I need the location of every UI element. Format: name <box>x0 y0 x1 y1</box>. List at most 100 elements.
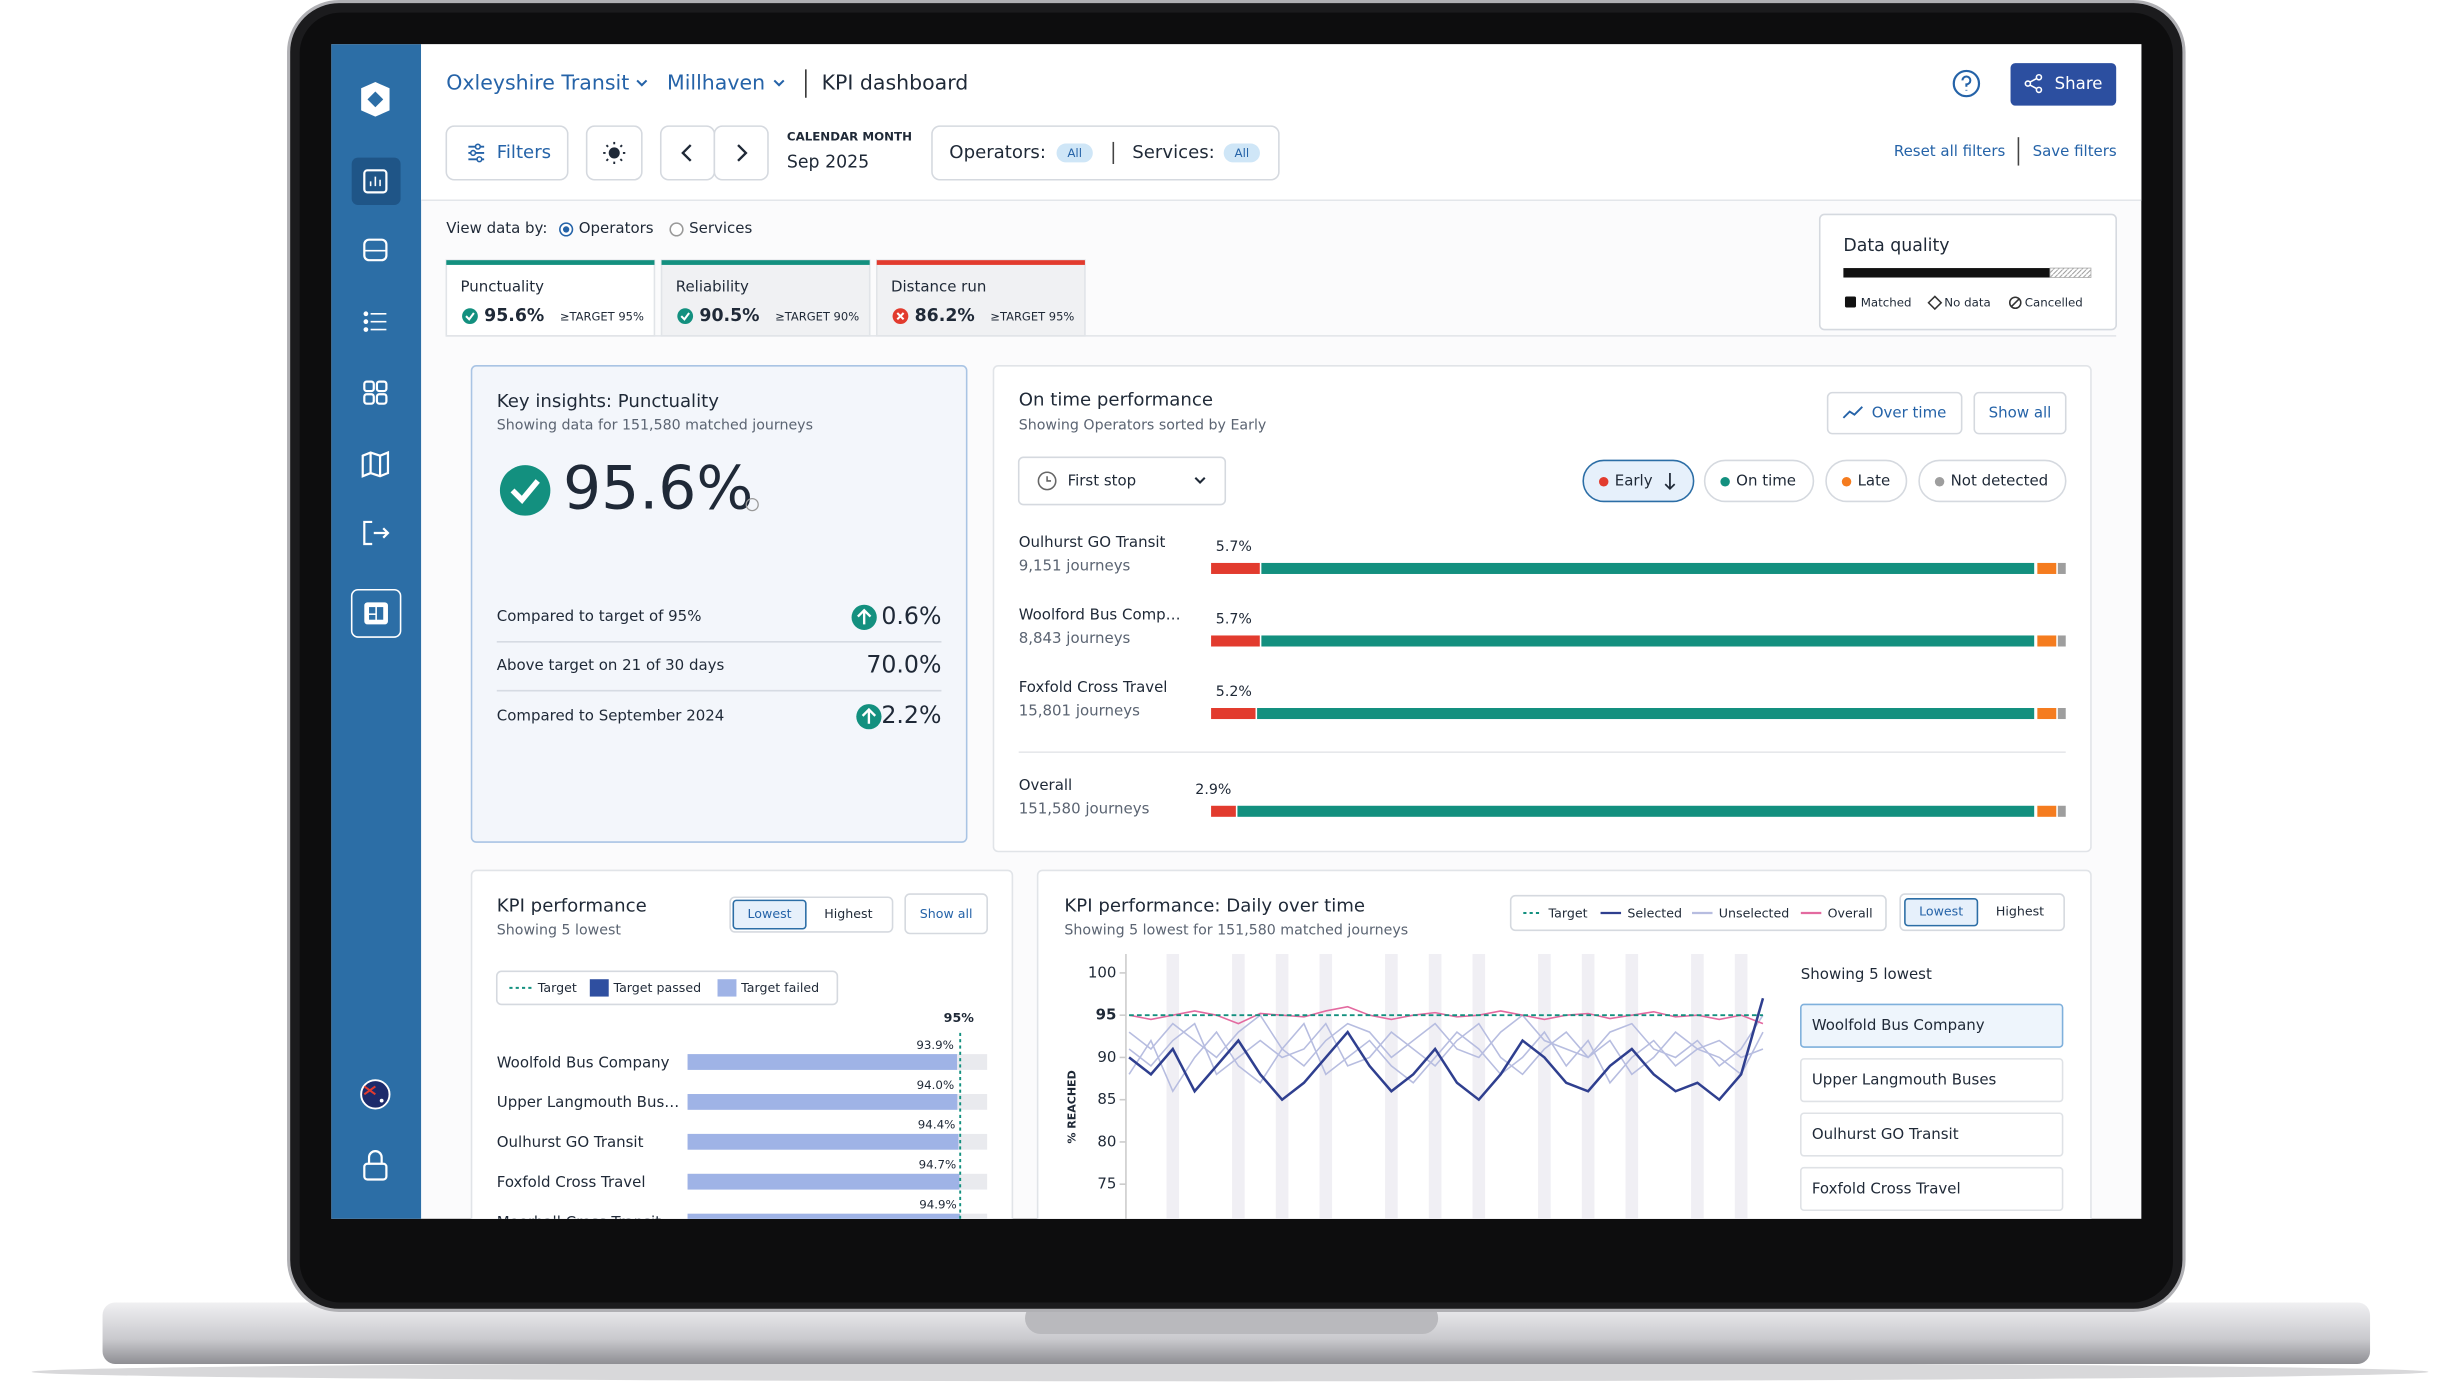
toggle-label[interactable]: Highest <box>1996 904 2044 919</box>
card-title: KPI performance: Daily over time <box>1064 896 1365 917</box>
list-item[interactable] <box>1800 1166 2064 1212</box>
chip-label[interactable]: Not detected <box>1951 471 2049 489</box>
icon-shape <box>363 393 375 405</box>
share-label[interactable]: Share <box>2055 74 2103 93</box>
filter-label: Services: <box>1132 142 1215 163</box>
share-button[interactable] <box>2010 63 2117 106</box>
filters-label[interactable]: Filters <box>497 142 551 163</box>
bar-failed <box>687 1213 960 1219</box>
sun-ray <box>605 144 609 148</box>
filter-chip[interactable] <box>1703 459 1815 503</box>
filter-chip[interactable] <box>1582 459 1695 503</box>
target-label: 95% <box>944 1010 975 1025</box>
help-button[interactable] <box>1952 69 1981 98</box>
share-icon <box>2035 73 2043 81</box>
trend-arrow <box>857 608 872 625</box>
tab-label: Reliability <box>676 277 749 295</box>
status-icon <box>462 308 478 325</box>
nav-icon[interactable] <box>363 169 388 194</box>
sidebar <box>331 44 422 1219</box>
toggle-label[interactable]: Lowest <box>748 906 792 921</box>
bar-on-time <box>1237 805 2035 817</box>
radio-dot <box>562 226 570 233</box>
operators-filter[interactable] <box>931 125 1280 181</box>
chip-label[interactable]: Late <box>1858 471 1891 489</box>
period-value: Sep 2025 <box>787 152 869 172</box>
button-label[interactable]: Show all <box>920 906 973 921</box>
operator-name: Woolford Bus Comp… <box>1019 605 1181 623</box>
nav-icon[interactable] <box>363 238 388 262</box>
kpi-tab[interactable]: Distance run 86.2% ≥TARGET 95% <box>875 259 1086 337</box>
early-label: 5.7% <box>1216 612 1252 628</box>
nav-boxed[interactable] <box>350 588 402 638</box>
save-link[interactable]: Save filters <box>2033 142 2117 160</box>
list-item[interactable] <box>1800 1003 2064 1048</box>
card-title: On time performance <box>1019 390 1213 411</box>
radio-label[interactable]: Operators <box>579 219 654 237</box>
button-label[interactable]: Show all <box>1989 404 2052 422</box>
list-label[interactable]: Woolfold Bus Company <box>1812 1016 1985 1034</box>
share-icon <box>2029 77 2037 90</box>
reset-link[interactable]: Reset all filters <box>1894 142 2006 160</box>
bar-not-detected <box>2057 708 2066 720</box>
insight-value: 0.6% <box>881 602 941 630</box>
journey-count: 15,801 journeys <box>1019 702 1140 720</box>
chip-label[interactable]: Early <box>1615 471 1653 489</box>
lock-icon[interactable] <box>363 1162 388 1181</box>
list-item[interactable] <box>1800 1112 2064 1157</box>
weekend-band <box>1625 953 1639 1219</box>
tab-target: ≥TARGET 90% <box>775 309 859 323</box>
y-tick-label: 80 <box>1097 1132 1116 1150</box>
list-label[interactable]: Foxfold Cross Travel <box>1812 1179 1961 1197</box>
filters-button[interactable] <box>445 125 569 181</box>
nav-icon[interactable] <box>363 311 387 332</box>
radio-label[interactable]: Services <box>689 219 752 237</box>
show-all-button[interactable] <box>1973 391 2067 435</box>
next-button[interactable] <box>713 125 769 181</box>
radio[interactable] <box>669 222 684 237</box>
weekend-band <box>1385 953 1398 1219</box>
filter-chip[interactable] <box>1825 459 1908 503</box>
toggle-active[interactable] <box>1904 898 1979 927</box>
sun-icon <box>608 147 620 159</box>
y-tick-label: 85 <box>1097 1090 1116 1108</box>
list-item[interactable] <box>1800 1058 2064 1103</box>
card-title: Data quality <box>1843 236 1949 256</box>
toggle-label[interactable]: Lowest <box>1919 904 1963 919</box>
nav-icon-detail <box>369 607 376 614</box>
list-label[interactable]: Oulhurst GO Transit <box>1812 1125 1959 1143</box>
breadcrumb-link[interactable]: Millhaven <box>667 71 765 95</box>
list-label[interactable]: Upper Langmouth Buses <box>1812 1071 1997 1089</box>
legend-label: Target <box>537 980 577 995</box>
kpi-tab[interactable]: Punctuality 95.6% ≥TARGET 95% <box>445 259 656 337</box>
bar-failed <box>687 1054 958 1070</box>
nav-icon[interactable] <box>364 602 388 625</box>
show-all-button[interactable] <box>904 893 988 935</box>
operator-name: Overall <box>1019 776 1073 794</box>
prev-button[interactable] <box>659 125 716 181</box>
nav-icon[interactable] <box>361 450 390 478</box>
filters-icon <box>476 156 483 163</box>
over-time-button[interactable] <box>1826 391 1963 435</box>
operator-name: Upper Langmouth Bus… <box>497 1093 679 1111</box>
flag-star <box>379 1098 384 1103</box>
kpi-tab[interactable]: Reliability 90.5% ≥TARGET 90% <box>660 259 871 337</box>
breadcrumb-link[interactable]: Oxleyshire Transit <box>446 71 629 95</box>
status-icon <box>499 465 551 516</box>
weekend-band <box>1691 953 1704 1219</box>
y-tick-label: 90 <box>1097 1048 1116 1066</box>
toggle-label[interactable]: Highest <box>824 906 872 921</box>
dropdown-label[interactable]: First stop <box>1068 471 1137 489</box>
button-label[interactable]: Over time <box>1872 404 1947 422</box>
insight-value: 70.0% <box>866 651 941 679</box>
nav-icon[interactable] <box>363 380 388 405</box>
toggle-active[interactable] <box>732 899 807 930</box>
pill <box>1223 143 1260 163</box>
chip-label[interactable]: On time <box>1736 471 1796 489</box>
card-subtitle: Showing 5 lowest <box>497 922 622 938</box>
journey-count: 9,151 journeys <box>1019 557 1131 575</box>
dropdown[interactable] <box>1017 456 1227 506</box>
filter-chip[interactable] <box>1918 459 2067 503</box>
nav-icon[interactable] <box>363 520 390 546</box>
